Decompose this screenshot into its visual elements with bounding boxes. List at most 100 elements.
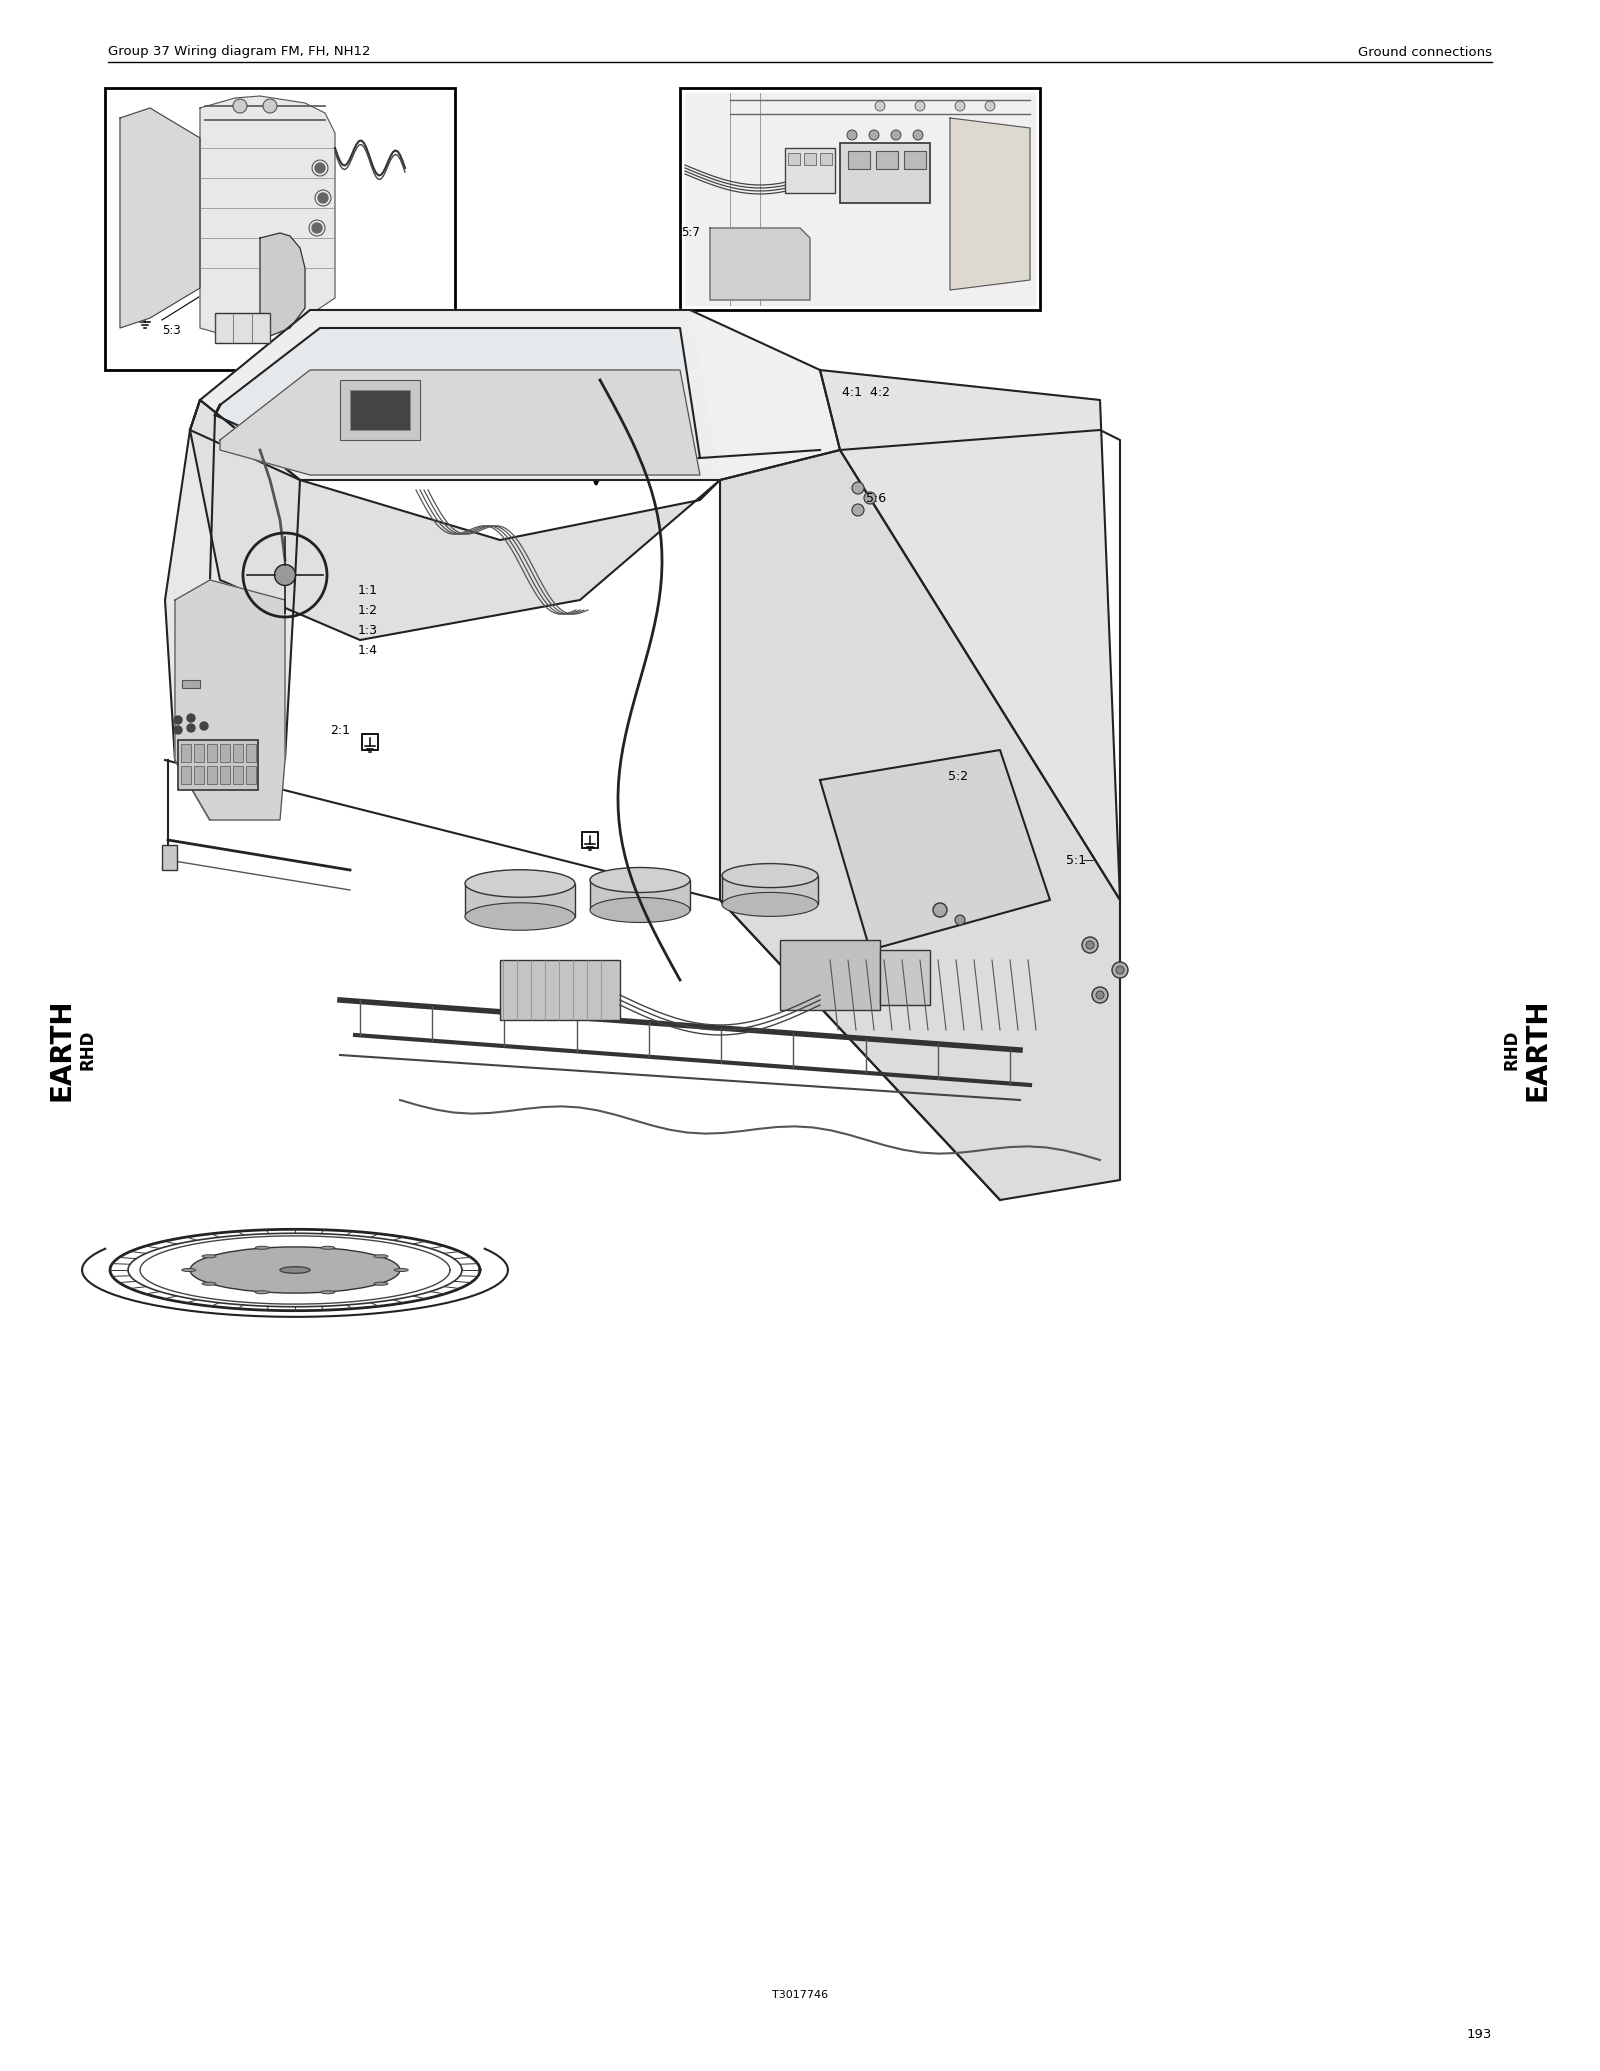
Bar [246, 743, 256, 762]
Bar [848, 151, 870, 170]
Ellipse shape [182, 1267, 195, 1272]
Circle shape [955, 101, 965, 112]
Ellipse shape [722, 864, 818, 888]
Circle shape [187, 714, 195, 723]
Polygon shape [259, 234, 306, 336]
Bar [680, 87, 1040, 311]
Circle shape [262, 99, 277, 114]
Polygon shape [710, 228, 810, 300]
Ellipse shape [590, 897, 690, 922]
Bar [138, 311, 152, 325]
Text: 5:1: 5:1 [1066, 853, 1086, 866]
Ellipse shape [202, 1255, 216, 1257]
Polygon shape [200, 95, 334, 338]
Bar [162, 845, 178, 870]
Polygon shape [221, 371, 701, 474]
Polygon shape [720, 449, 1120, 1199]
Bar [781, 940, 880, 1011]
Bar [106, 87, 454, 371]
Circle shape [864, 493, 877, 503]
Text: 5:2: 5:2 [947, 770, 968, 783]
Bar [787, 153, 800, 166]
Circle shape [1112, 963, 1128, 978]
Text: RHD: RHD [1502, 1029, 1522, 1071]
Circle shape [312, 224, 322, 234]
Polygon shape [190, 400, 720, 640]
Circle shape [275, 565, 296, 586]
Polygon shape [190, 311, 840, 480]
Bar [181, 766, 190, 785]
Bar [786, 147, 835, 193]
Polygon shape [950, 118, 1030, 290]
Bar [819, 153, 832, 166]
Polygon shape [685, 93, 1035, 304]
Bar [362, 735, 378, 750]
Circle shape [851, 483, 864, 495]
Circle shape [234, 99, 246, 114]
Text: —: — [1082, 855, 1093, 866]
Bar [710, 220, 726, 236]
Polygon shape [174, 580, 285, 820]
Circle shape [174, 717, 182, 725]
Bar [234, 743, 243, 762]
Bar [339, 379, 419, 439]
Circle shape [846, 130, 858, 141]
Circle shape [869, 130, 878, 141]
Text: Ground connections: Ground connections [1358, 46, 1491, 58]
Polygon shape [214, 327, 701, 458]
Polygon shape [819, 750, 1050, 951]
Circle shape [986, 101, 995, 112]
Bar [221, 743, 230, 762]
Text: 1:4: 1:4 [358, 644, 378, 657]
Text: 5:7: 5:7 [682, 226, 701, 238]
Circle shape [1117, 965, 1123, 973]
Ellipse shape [590, 868, 690, 893]
Circle shape [187, 725, 195, 731]
Ellipse shape [280, 1267, 310, 1274]
Text: 1:1: 1:1 [358, 584, 378, 596]
Circle shape [1082, 936, 1098, 953]
Text: 2:1: 2:1 [330, 723, 350, 737]
Ellipse shape [254, 1290, 269, 1294]
Circle shape [315, 164, 325, 174]
Polygon shape [120, 108, 200, 327]
Bar [246, 766, 256, 785]
Bar [350, 389, 410, 431]
Text: Group 37 Wiring diagram FM, FH, NH12: Group 37 Wiring diagram FM, FH, NH12 [109, 46, 371, 58]
Text: 5:3: 5:3 [162, 323, 181, 336]
Circle shape [200, 723, 208, 729]
Circle shape [914, 130, 923, 141]
Circle shape [1096, 992, 1104, 998]
Bar [466, 884, 574, 917]
Bar [880, 951, 930, 1004]
Ellipse shape [466, 870, 574, 897]
Circle shape [318, 193, 328, 203]
Polygon shape [190, 311, 720, 480]
Text: 4:1  4:2: 4:1 4:2 [842, 385, 890, 398]
Ellipse shape [202, 1282, 216, 1286]
Ellipse shape [394, 1267, 408, 1272]
Bar [206, 766, 218, 785]
Text: 1:3: 1:3 [358, 623, 378, 636]
Bar [902, 493, 918, 507]
Text: EARTH: EARTH [1523, 998, 1552, 1102]
Bar [181, 743, 190, 762]
Bar [194, 743, 205, 762]
Bar [214, 313, 270, 344]
Circle shape [1086, 940, 1094, 949]
Ellipse shape [722, 893, 818, 915]
Bar [221, 766, 230, 785]
Bar [590, 880, 690, 909]
Ellipse shape [322, 1247, 334, 1249]
Bar [182, 679, 200, 688]
Bar [840, 143, 930, 203]
Circle shape [174, 727, 182, 733]
Text: 1:2: 1:2 [358, 603, 378, 617]
Bar [499, 961, 621, 1021]
Circle shape [891, 130, 901, 141]
Bar [194, 766, 205, 785]
Ellipse shape [466, 903, 574, 930]
Circle shape [915, 101, 925, 112]
Bar [805, 153, 816, 166]
Ellipse shape [374, 1255, 387, 1257]
